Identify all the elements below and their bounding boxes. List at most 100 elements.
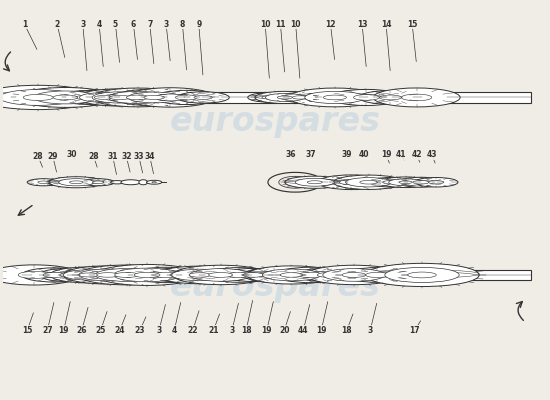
Ellipse shape xyxy=(345,178,392,187)
Ellipse shape xyxy=(108,91,168,104)
Text: 1: 1 xyxy=(22,20,27,29)
Polygon shape xyxy=(139,180,147,185)
Ellipse shape xyxy=(373,88,460,107)
Ellipse shape xyxy=(144,95,164,100)
Ellipse shape xyxy=(153,272,179,278)
Text: 6: 6 xyxy=(131,20,136,29)
Ellipse shape xyxy=(317,175,385,190)
Text: 24: 24 xyxy=(114,326,125,335)
Ellipse shape xyxy=(248,93,292,102)
Ellipse shape xyxy=(79,269,137,281)
Text: 3: 3 xyxy=(367,326,373,335)
Ellipse shape xyxy=(354,95,380,100)
Text: 8: 8 xyxy=(180,20,185,29)
Text: 15: 15 xyxy=(22,326,32,335)
Ellipse shape xyxy=(262,96,277,99)
Ellipse shape xyxy=(111,180,124,184)
Ellipse shape xyxy=(0,90,77,105)
Ellipse shape xyxy=(18,272,51,278)
Ellipse shape xyxy=(78,89,162,106)
Ellipse shape xyxy=(305,91,365,104)
Text: 9: 9 xyxy=(196,20,201,29)
Ellipse shape xyxy=(56,90,119,104)
Text: 41: 41 xyxy=(396,150,406,159)
Text: 19: 19 xyxy=(262,326,272,335)
Ellipse shape xyxy=(156,266,244,284)
Ellipse shape xyxy=(243,268,305,282)
Text: 42: 42 xyxy=(411,150,422,159)
Ellipse shape xyxy=(323,95,346,100)
Ellipse shape xyxy=(275,267,346,283)
Text: eurospares: eurospares xyxy=(169,270,381,303)
Ellipse shape xyxy=(95,264,199,286)
Ellipse shape xyxy=(365,263,479,286)
Ellipse shape xyxy=(60,272,82,277)
Text: 7: 7 xyxy=(147,20,152,29)
Ellipse shape xyxy=(177,92,229,103)
Bar xyxy=(14,92,531,102)
Text: 33: 33 xyxy=(134,152,144,161)
Text: 30: 30 xyxy=(67,150,77,159)
Ellipse shape xyxy=(383,180,398,184)
Ellipse shape xyxy=(0,85,98,110)
Ellipse shape xyxy=(38,181,50,184)
Ellipse shape xyxy=(389,179,422,186)
Ellipse shape xyxy=(243,273,263,277)
Text: 17: 17 xyxy=(410,326,420,335)
Ellipse shape xyxy=(67,90,140,105)
Text: 37: 37 xyxy=(305,150,316,159)
Text: 11: 11 xyxy=(275,20,285,29)
Text: 25: 25 xyxy=(96,326,106,335)
Ellipse shape xyxy=(91,88,184,107)
Text: 5: 5 xyxy=(113,20,118,29)
Ellipse shape xyxy=(76,95,98,100)
Ellipse shape xyxy=(408,272,436,278)
Ellipse shape xyxy=(170,272,193,278)
Ellipse shape xyxy=(126,95,150,100)
Text: 12: 12 xyxy=(325,20,336,29)
Ellipse shape xyxy=(293,96,307,99)
Ellipse shape xyxy=(366,272,389,278)
Ellipse shape xyxy=(339,180,363,185)
Ellipse shape xyxy=(344,268,411,282)
Text: 34: 34 xyxy=(145,152,155,161)
Ellipse shape xyxy=(255,91,315,104)
Ellipse shape xyxy=(155,94,186,101)
Ellipse shape xyxy=(92,181,104,184)
Ellipse shape xyxy=(16,88,114,107)
Text: 18: 18 xyxy=(342,326,352,335)
Ellipse shape xyxy=(295,178,334,186)
Text: 4: 4 xyxy=(96,20,102,29)
Ellipse shape xyxy=(78,265,176,285)
Ellipse shape xyxy=(208,272,233,277)
Text: 31: 31 xyxy=(107,152,118,161)
Ellipse shape xyxy=(114,272,139,278)
Ellipse shape xyxy=(329,89,404,106)
Text: 10: 10 xyxy=(290,20,301,29)
Ellipse shape xyxy=(223,268,283,282)
Ellipse shape xyxy=(428,180,444,184)
Ellipse shape xyxy=(28,179,60,186)
Ellipse shape xyxy=(306,265,402,285)
Ellipse shape xyxy=(94,96,113,99)
Ellipse shape xyxy=(0,265,81,285)
Text: 3: 3 xyxy=(80,20,85,29)
Text: 20: 20 xyxy=(279,326,289,335)
Bar xyxy=(14,270,531,280)
Text: 3: 3 xyxy=(229,326,235,335)
Ellipse shape xyxy=(63,270,114,280)
Ellipse shape xyxy=(399,181,412,184)
Text: 3: 3 xyxy=(163,20,169,29)
Ellipse shape xyxy=(280,273,302,277)
Ellipse shape xyxy=(39,268,102,282)
Ellipse shape xyxy=(79,92,128,102)
Ellipse shape xyxy=(402,94,432,101)
Ellipse shape xyxy=(285,176,345,188)
Text: 15: 15 xyxy=(407,20,417,29)
Ellipse shape xyxy=(189,269,252,281)
Ellipse shape xyxy=(307,181,322,184)
Text: 32: 32 xyxy=(121,152,131,161)
Text: 43: 43 xyxy=(427,150,437,159)
Ellipse shape xyxy=(205,268,273,282)
Ellipse shape xyxy=(277,96,292,99)
